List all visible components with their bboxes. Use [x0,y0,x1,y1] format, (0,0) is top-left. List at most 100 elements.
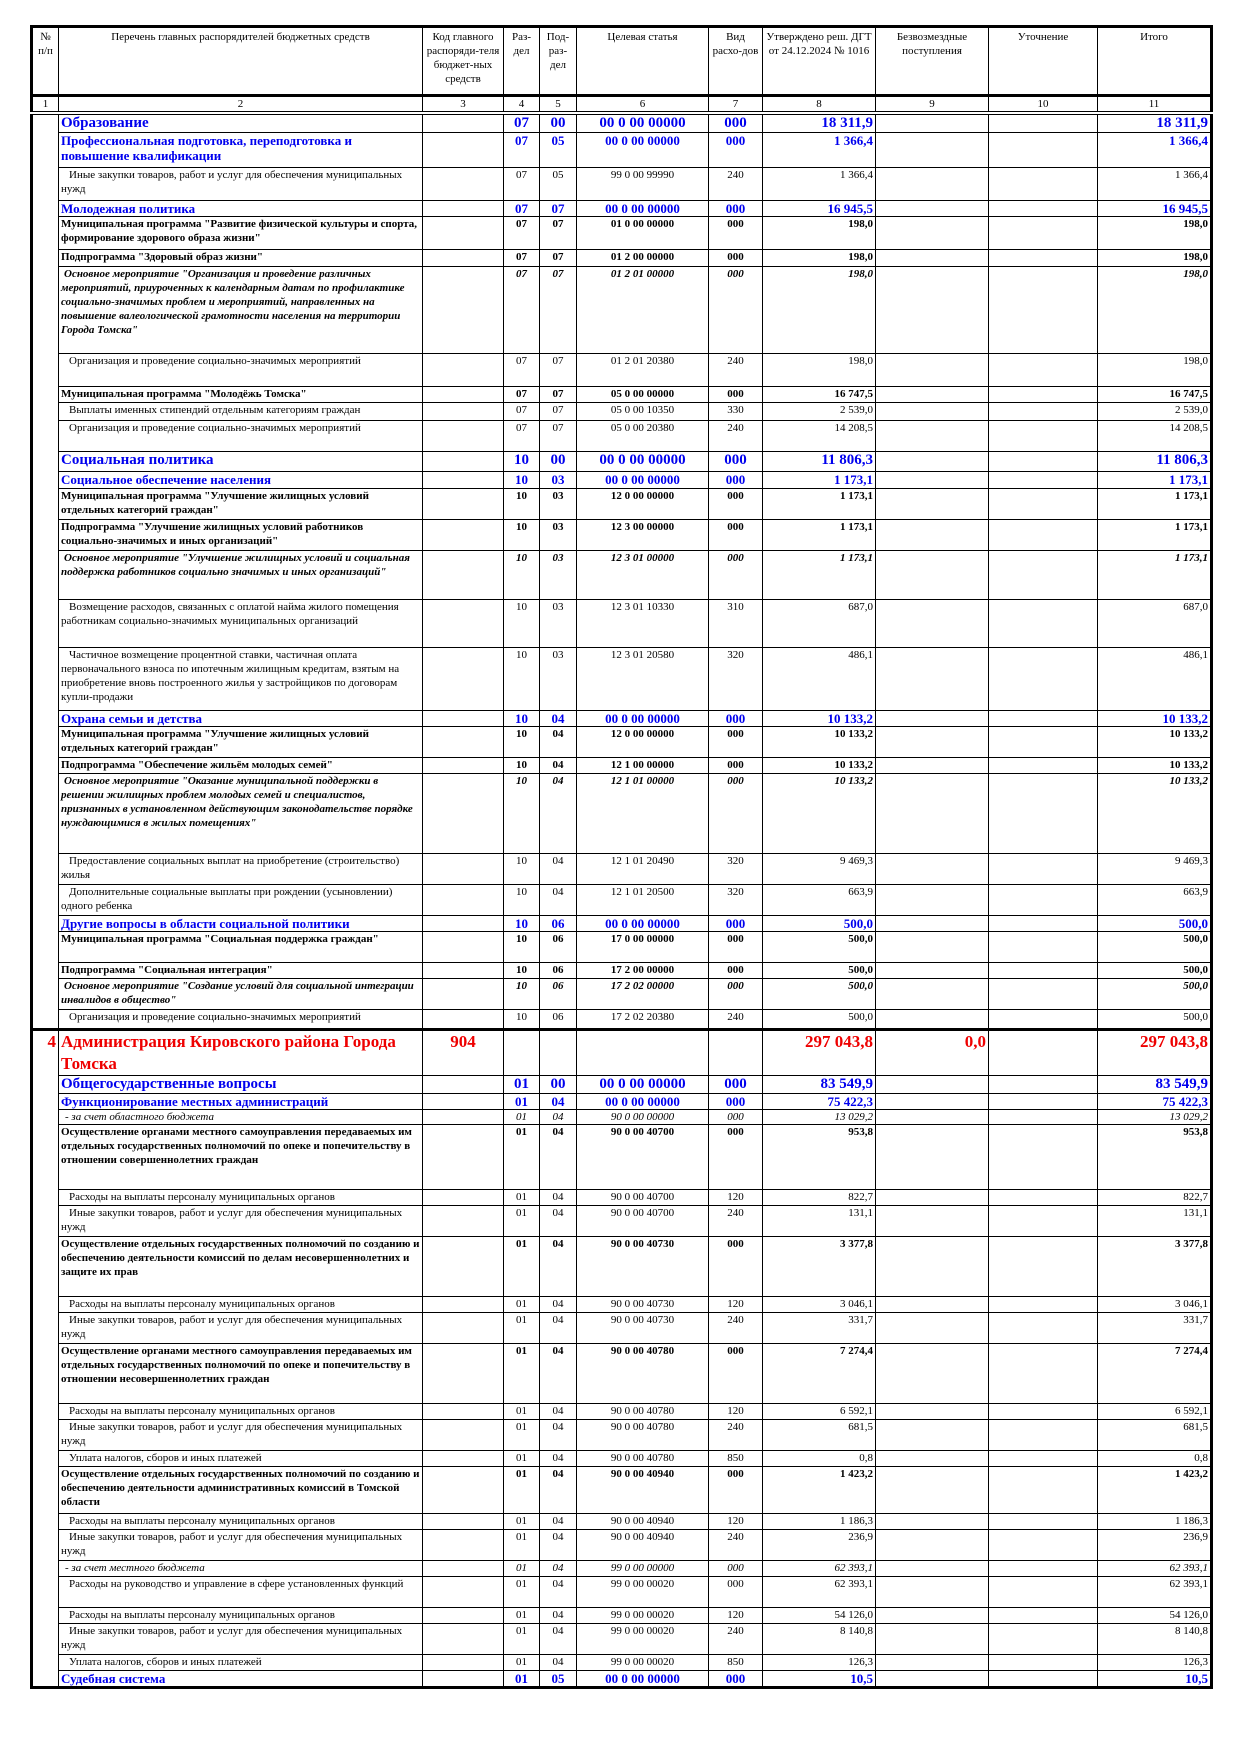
row-target-article: 12 3 01 00000 [576,550,709,600]
row-total: 1 186,3 [1097,1513,1212,1530]
row-number [31,599,59,648]
row-total: 11 806,3 [1097,451,1212,472]
row-gratis [875,1205,989,1237]
row-expense-type: 000 [708,200,763,217]
row-number [31,1296,59,1313]
row-admin-code [422,132,504,168]
row-admin-code [422,1205,504,1237]
row-gratis [875,1109,989,1125]
row-expense-type: 120 [708,1189,763,1206]
table-row: Выплаты именных стипендий отдельным кате… [31,402,1212,421]
row-total: 14 208,5 [1097,420,1212,452]
row-total: 1 173,1 [1097,519,1212,551]
row-number: 4 [31,1028,59,1076]
row-name: Подпрограмма "Обеспечение жильём молодых… [58,757,423,774]
row-subsection: 06 [539,978,577,1010]
row-number [31,132,59,168]
row-clarification [988,1109,1098,1125]
row-section: 10 [503,471,540,489]
row-expense-type: 240 [708,1623,763,1655]
row-subsection: 07 [539,402,577,421]
row-subsection: 04 [539,1513,577,1530]
row-name: Осуществление отдельных государственных … [58,1236,423,1297]
row-gratis [875,1075,989,1094]
row-approved: 126,3 [762,1654,876,1671]
col-header-code: Код главного распоряди-теля бюджет-ных с… [422,26,504,96]
row-section: 01 [503,1343,540,1404]
row-name: Администрация Кировского района Города Т… [58,1028,423,1076]
row-clarification [988,1513,1098,1530]
row-expense-type: 000 [708,1560,763,1577]
row-gratis [875,1419,989,1451]
row-approved: 0,8 [762,1450,876,1467]
row-approved: 687,0 [762,599,876,648]
row-target-article: 01 0 00 00000 [576,216,709,250]
col-number: 2 [58,94,423,115]
row-admin-code [422,1576,504,1608]
row-gratis [875,266,989,354]
row-gratis [875,1189,989,1206]
table-row: Возмещение расходов, связанных с оплатой… [31,599,1212,648]
row-number [31,113,59,133]
row-section: 01 [503,1670,540,1688]
row-subsection: 05 [539,132,577,168]
row-subsection: 04 [539,1450,577,1467]
row-clarification [988,1205,1098,1237]
row-expense-type: 000 [708,710,763,727]
row-name: Осуществление органами местного самоупра… [58,1343,423,1404]
row-clarification [988,599,1098,648]
row-expense-type: 240 [708,1009,763,1030]
row-subsection: 06 [539,1009,577,1030]
table-row: Подпрограмма "Здоровый образ жизни" 07 07 0… [31,249,1212,267]
row-subsection: 06 [539,915,577,932]
row-name: Осуществление отдельных государственных … [58,1466,423,1514]
row-clarification [988,519,1098,551]
table-row: Организация и проведение социально-значи… [31,353,1212,387]
row-target-article: 00 0 00 00000 [576,1093,709,1110]
col-number: 6 [576,94,709,115]
table-row: Предоставление социальных выплат на прио… [31,853,1212,885]
row-number [31,1419,59,1451]
col-header-section: Раз-дел [503,26,540,96]
row-gratis [875,978,989,1010]
row-section: 01 [503,1607,540,1624]
row-subsection: 04 [539,1109,577,1125]
row-subsection: 04 [539,1236,577,1297]
row-section: 01 [503,1560,540,1577]
row-subsection: 06 [539,962,577,979]
row-name: Иные закупки товаров, работ и услуг для … [58,1529,423,1561]
row-total: 681,5 [1097,1419,1212,1451]
row-subsection: 04 [539,1312,577,1344]
row-total: 1 173,1 [1097,488,1212,520]
row-admin-code [422,710,504,727]
row-subsection: 04 [539,884,577,916]
row-number [31,1343,59,1404]
row-name: Расходы на выплаты персоналу муниципальн… [58,1607,423,1624]
row-section: 10 [503,599,540,648]
row-expense-type: 120 [708,1513,763,1530]
row-expense-type: 310 [708,599,763,648]
row-number [31,1560,59,1577]
table-row: Муниципальная программа "Молодёжь Томска… [31,386,1212,403]
row-target-article: 01 2 00 00000 [576,249,709,267]
row-gratis [875,1236,989,1297]
row-admin-code [422,167,504,201]
row-number [31,353,59,387]
row-total: 10 133,2 [1097,757,1212,774]
row-target-article: 90 0 00 40700 [576,1189,709,1206]
row-target-article: 00 0 00 00000 [576,112,709,133]
row-approved: 822,7 [762,1189,876,1206]
row-total: 3 046,1 [1097,1296,1212,1313]
row-admin-code [422,962,504,979]
row-gratis [875,1654,989,1671]
row-admin-code [422,1670,504,1688]
row-expense-type: 000 [708,1124,763,1190]
row-section: 07 [503,266,540,354]
row-target-article: 12 3 01 10330 [576,599,709,648]
row-name: Социальное обеспечение населения [58,471,423,489]
col-header-target: Целевая статья [576,26,709,96]
row-admin-code [422,1607,504,1624]
table-row: Социальное обеспечение населения 10 03 00 0… [31,471,1212,489]
row-section: 01 [503,1124,540,1190]
row-number [31,1093,59,1110]
